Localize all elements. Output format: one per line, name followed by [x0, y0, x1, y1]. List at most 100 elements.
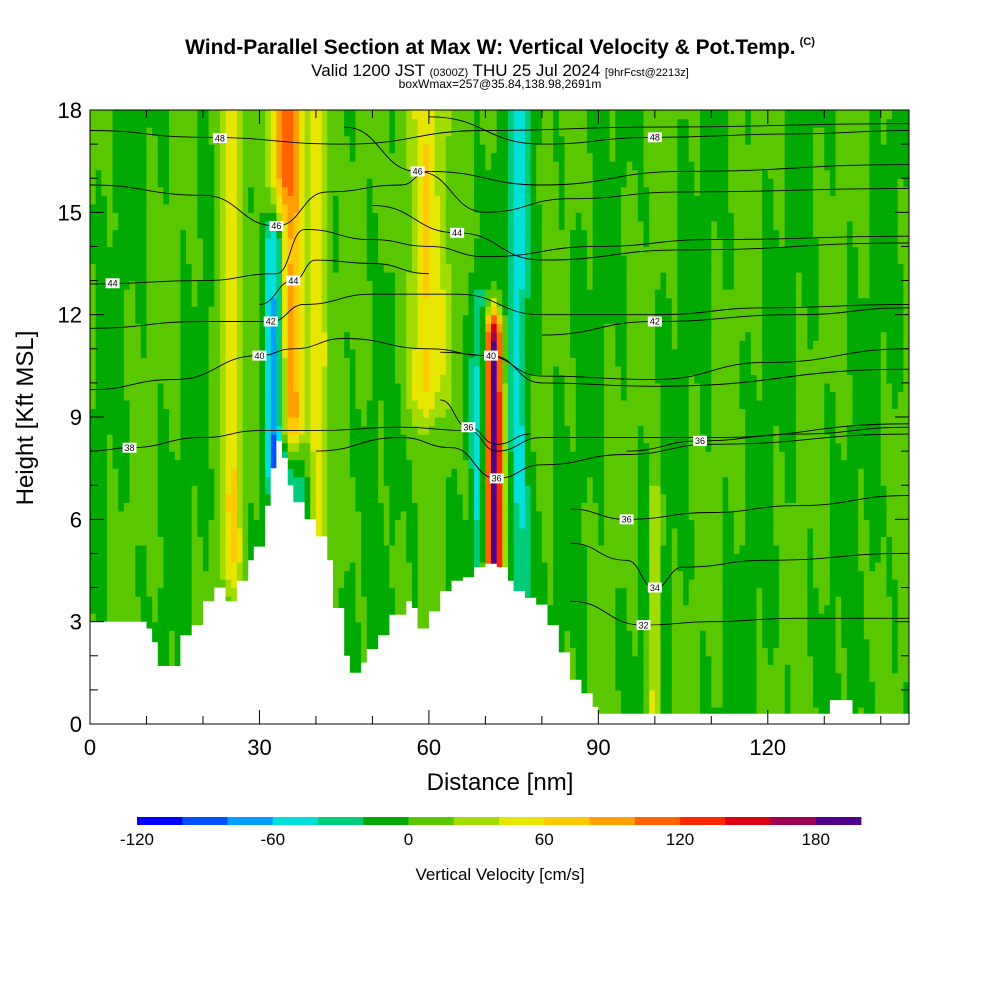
field-cell	[457, 263, 464, 273]
field-cell	[163, 476, 170, 486]
field-cell	[372, 135, 379, 145]
field-cell	[248, 544, 255, 555]
field-cell	[242, 536, 249, 546]
field-cell	[157, 647, 165, 657]
field-cell	[248, 510, 255, 520]
field-cell	[389, 118, 396, 128]
field-cell	[242, 289, 249, 299]
field-cell	[366, 451, 374, 461]
field-cell	[90, 144, 97, 154]
field-cell	[468, 161, 475, 171]
field-cell	[349, 220, 357, 230]
field-cell	[327, 348, 334, 358]
field-cell	[146, 135, 153, 145]
field-cell	[417, 340, 424, 350]
field-cell	[378, 169, 385, 179]
field-cell	[180, 536, 187, 546]
field-cell	[406, 237, 413, 248]
field-cell	[321, 229, 328, 239]
field-cell	[440, 254, 447, 265]
field-cell	[135, 254, 142, 265]
field-cell	[253, 442, 261, 452]
field-cell	[332, 408, 340, 418]
field-cell	[135, 579, 142, 589]
field-cell	[135, 425, 142, 435]
field-cell	[344, 408, 351, 418]
field-cell	[208, 527, 215, 537]
field-cell	[366, 272, 374, 282]
field-cell	[231, 144, 238, 154]
field-cell	[135, 348, 142, 358]
field-cell	[440, 459, 447, 469]
field-cell	[304, 272, 311, 282]
field-cell	[112, 203, 119, 213]
field-cell	[344, 647, 351, 657]
field-cell	[152, 417, 159, 427]
field-cell	[163, 570, 170, 580]
field-cell	[451, 451, 458, 461]
field-cell	[474, 118, 481, 128]
field-cell	[315, 229, 323, 239]
field-cell	[383, 587, 390, 597]
field-cell	[310, 246, 317, 256]
field-cell	[315, 314, 323, 324]
field-cell	[462, 434, 470, 444]
field-cell	[163, 161, 170, 171]
field-cell	[406, 152, 413, 162]
field-cell	[225, 476, 232, 486]
field-cell	[214, 203, 221, 213]
field-cell	[95, 178, 102, 188]
field-cell	[242, 118, 249, 128]
field-cell	[361, 442, 368, 452]
field-cell	[123, 425, 131, 435]
field-cell	[225, 348, 232, 358]
field-cell	[423, 254, 430, 265]
field-cell	[152, 527, 159, 537]
field-cell	[152, 110, 159, 120]
field-cell	[135, 417, 142, 427]
field-cell	[180, 391, 187, 401]
field-cell	[423, 331, 430, 341]
field-cell	[355, 459, 362, 469]
field-cell	[349, 246, 357, 256]
field-cell	[129, 246, 136, 256]
field-cell	[349, 144, 357, 154]
field-cell	[135, 408, 142, 418]
field-cell	[428, 382, 436, 393]
field-cell	[259, 306, 266, 316]
field-cell	[327, 519, 334, 529]
field-cell	[361, 391, 368, 401]
field-cell	[462, 365, 470, 375]
field-cell	[157, 186, 165, 196]
field-cell	[219, 510, 227, 520]
field-cell	[383, 476, 390, 486]
field-cell	[169, 280, 176, 290]
field-cell	[389, 391, 396, 401]
field-cell	[372, 630, 379, 640]
field-cell	[276, 118, 283, 128]
field-cell	[417, 323, 424, 333]
field-cell	[462, 485, 470, 495]
field-cell	[180, 382, 187, 393]
field-cell	[400, 357, 407, 367]
field-cell	[310, 417, 317, 427]
field-cell	[214, 561, 221, 572]
field-cell	[242, 485, 249, 495]
field-cell	[389, 365, 396, 375]
field-cell	[95, 212, 102, 222]
field-cell	[197, 485, 204, 495]
field-cell	[457, 331, 464, 341]
field-cell	[355, 263, 362, 273]
field-cell	[106, 382, 114, 393]
field-cell	[90, 476, 97, 486]
field-cell	[468, 272, 475, 282]
field-cell	[225, 579, 232, 589]
field-cell	[355, 306, 362, 316]
field-cell	[423, 570, 430, 580]
field-cell	[129, 212, 136, 222]
field-cell	[157, 280, 165, 290]
field-cell	[186, 382, 193, 393]
field-cell	[406, 587, 413, 597]
field-cell	[434, 527, 441, 537]
field-cell	[287, 374, 294, 384]
